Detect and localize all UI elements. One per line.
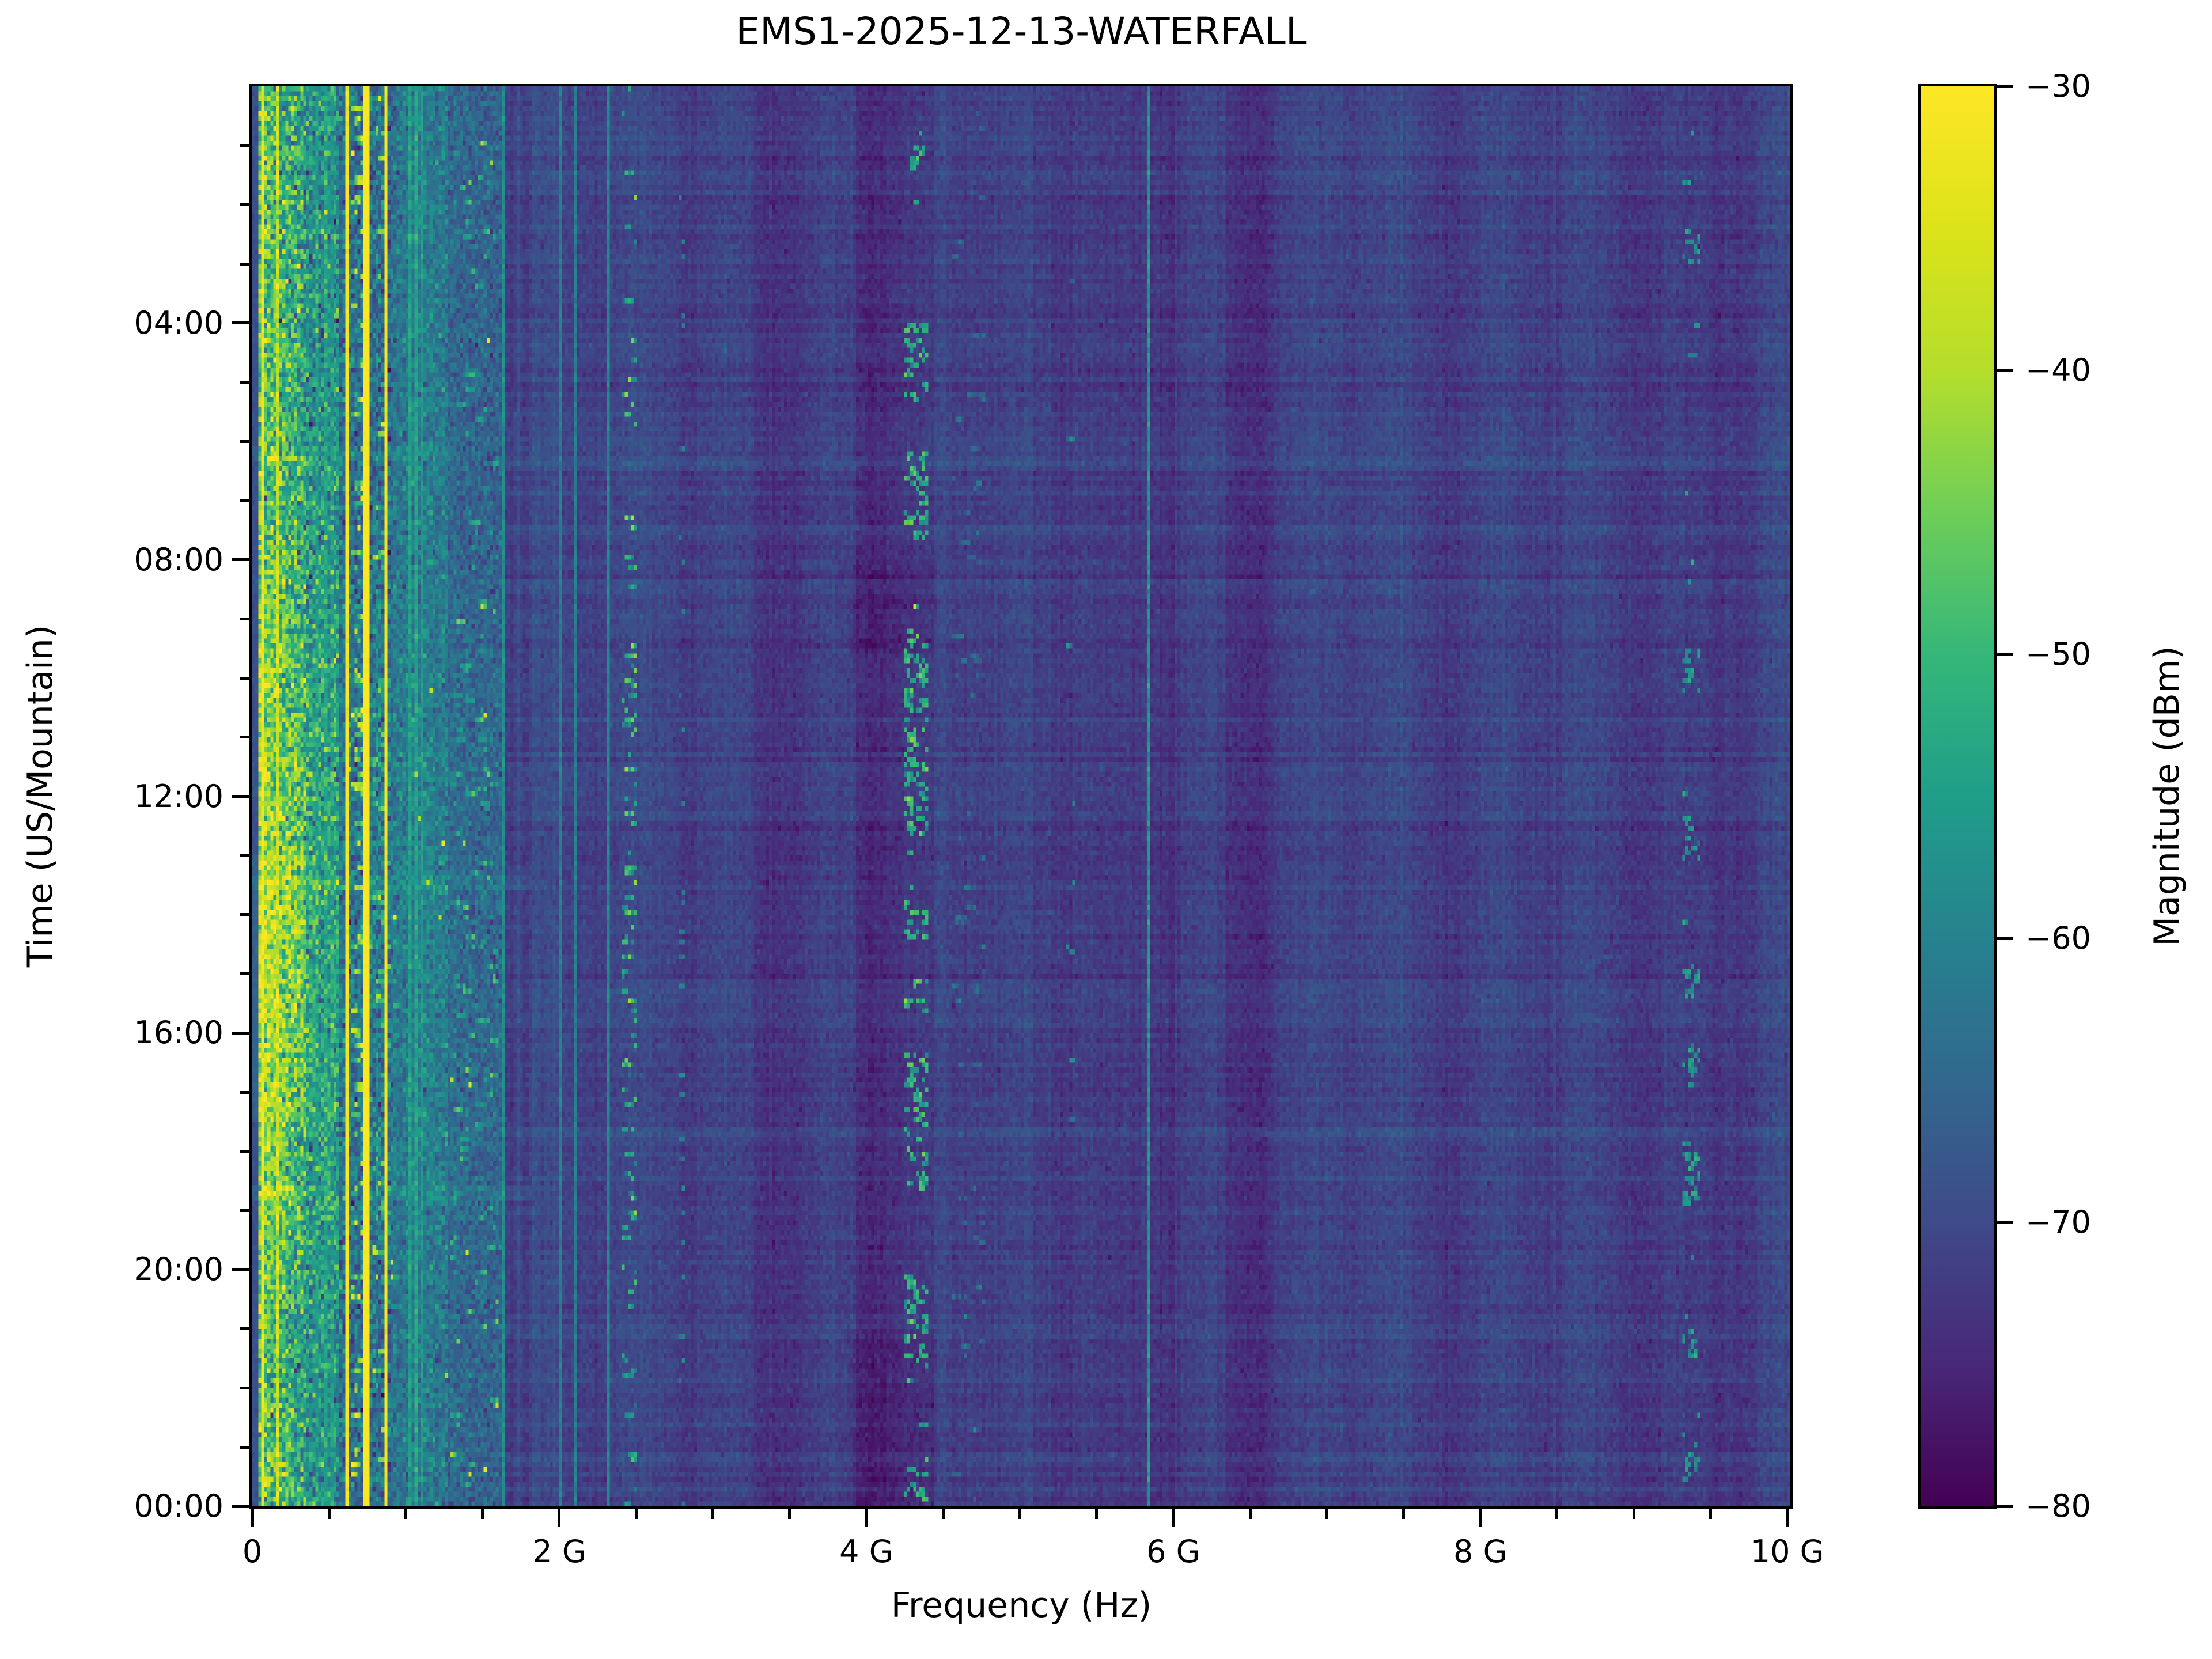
x-minor-tick — [1709, 1509, 1712, 1519]
colorbar-tick — [1997, 1221, 2013, 1224]
y-minor-tick — [240, 1445, 249, 1449]
y-minor-tick — [240, 1387, 249, 1390]
x-minor-tick — [481, 1509, 484, 1519]
x-tick-label: 8 G — [1453, 1533, 1508, 1570]
y-minor-tick — [240, 676, 249, 680]
x-minor-tick — [327, 1509, 331, 1519]
y-minor-tick — [240, 440, 249, 443]
y-major-tick — [232, 321, 249, 325]
x-minor-tick — [1555, 1509, 1559, 1519]
y-minor-tick — [240, 1209, 249, 1212]
y-minor-tick — [240, 144, 249, 147]
colorbar-tick — [1997, 1505, 2013, 1508]
y-major-tick — [232, 558, 249, 562]
colorbar-tick-label: −80 — [2025, 1488, 2091, 1524]
x-minor-tick — [1632, 1509, 1635, 1519]
x-minor-tick — [1018, 1509, 1021, 1519]
y-minor-tick — [240, 972, 249, 976]
y-major-tick — [232, 795, 249, 798]
colorbar-tick — [1997, 85, 2013, 88]
x-major-tick — [1479, 1509, 1482, 1527]
colorbar-tick-label: −30 — [2025, 68, 2091, 104]
colorbar-gradient — [1921, 86, 1994, 1506]
x-minor-tick — [1402, 1509, 1405, 1519]
waterfall-heatmap — [252, 86, 1790, 1506]
y-tick-label: 16:00 — [134, 1014, 224, 1051]
y-minor-tick — [240, 854, 249, 857]
y-minor-tick — [240, 913, 249, 916]
y-tick-label: 00:00 — [134, 1488, 224, 1524]
y-tick-label: 04:00 — [134, 304, 224, 341]
x-major-tick — [251, 1509, 254, 1527]
colorbar-tick-label: −50 — [2025, 636, 2091, 672]
x-minor-tick — [404, 1509, 407, 1519]
y-tick-label: 20:00 — [134, 1251, 224, 1288]
x-major-tick — [1786, 1509, 1789, 1527]
x-major-tick — [1172, 1509, 1175, 1527]
colorbar-label: Magnitude (dBm) — [2147, 646, 2187, 946]
y-minor-tick — [240, 736, 249, 739]
y-minor-tick — [240, 1327, 249, 1331]
y-major-tick — [232, 1031, 249, 1035]
x-tick-label: 10 G — [1750, 1533, 1824, 1570]
y-minor-tick — [240, 1090, 249, 1094]
colorbar-tick-label: −40 — [2025, 352, 2091, 388]
y-minor-tick — [240, 1150, 249, 1153]
y-tick-label: 12:00 — [134, 778, 224, 815]
x-minor-tick — [711, 1509, 714, 1519]
x-axis-label: Frequency (Hz) — [891, 1585, 1152, 1626]
x-major-tick — [865, 1509, 868, 1527]
colorbar-tick — [1997, 653, 2013, 656]
y-minor-tick — [240, 617, 249, 620]
x-minor-tick — [1095, 1509, 1099, 1519]
y-minor-tick — [240, 203, 249, 206]
y-minor-tick — [240, 262, 249, 266]
colorbar-tick — [1997, 369, 2013, 372]
x-minor-tick — [1325, 1509, 1328, 1519]
y-major-tick — [232, 1268, 249, 1271]
y-minor-tick — [240, 499, 249, 502]
x-tick-label: 0 — [242, 1533, 263, 1570]
x-tick-label: 6 G — [1146, 1533, 1200, 1570]
y-minor-tick — [240, 381, 249, 384]
x-tick-label: 2 G — [532, 1533, 586, 1570]
x-tick-label: 4 G — [839, 1533, 893, 1570]
chart-title: EMS1-2025-12-13-WATERFALL — [736, 9, 1307, 54]
colorbar-tick-label: −60 — [2025, 920, 2091, 956]
colorbar-tick-label: −70 — [2025, 1204, 2091, 1240]
x-minor-tick — [1248, 1509, 1252, 1519]
colorbar-tick — [1997, 937, 2013, 940]
y-tick-label: 08:00 — [134, 541, 224, 578]
x-minor-tick — [634, 1509, 638, 1519]
x-minor-tick — [941, 1509, 945, 1519]
x-major-tick — [558, 1509, 561, 1527]
y-major-tick — [232, 1505, 249, 1508]
x-minor-tick — [788, 1509, 791, 1519]
